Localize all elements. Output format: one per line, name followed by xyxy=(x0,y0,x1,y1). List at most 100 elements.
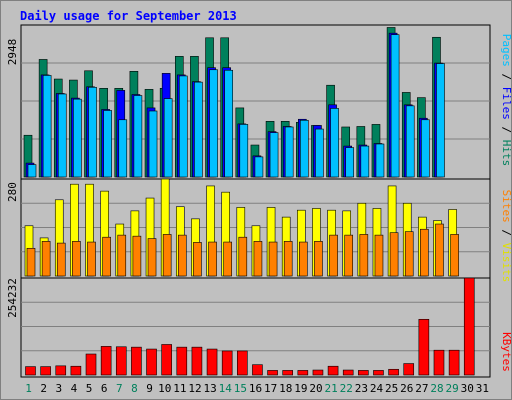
x-tick-labels: 1 2 3 4 5 6 7 8 9 10 11 12 13 14 15 16 17 18 19 20 21 22 23 24 2… xyxy=(25,382,489,395)
bar-kbytes xyxy=(373,370,384,376)
bar-sites xyxy=(389,232,399,277)
x-tick-label: 9 xyxy=(146,382,153,395)
bar-kbytes xyxy=(131,346,142,376)
bar-sites xyxy=(253,241,263,277)
bar-kbytes xyxy=(25,366,36,376)
bar-sites xyxy=(193,242,202,277)
bar-sites xyxy=(26,247,36,277)
bar-sites xyxy=(268,241,278,277)
x-tick-label: 31 xyxy=(476,382,489,395)
x-tick-label: 6 xyxy=(101,382,108,395)
bar-pages xyxy=(390,34,400,178)
bar-kbytes xyxy=(282,370,293,376)
bar-kbytes xyxy=(297,370,309,376)
bars-bottom xyxy=(25,277,475,376)
bar-kbytes xyxy=(221,350,233,376)
bar-sites xyxy=(329,234,338,277)
bar-pages xyxy=(345,147,355,178)
legend-sep-1: / xyxy=(500,67,512,87)
bar-sites xyxy=(374,234,384,277)
legend-hits: Hits xyxy=(500,140,512,167)
bar-pages xyxy=(421,119,430,178)
x-tick-label: 2 xyxy=(40,382,47,395)
bar-kbytes xyxy=(252,364,263,376)
bar-kbytes xyxy=(342,369,354,376)
x-tick-label: 21 xyxy=(325,382,338,395)
bar-kbytes xyxy=(403,363,415,376)
bar-kbytes xyxy=(115,346,127,376)
bar-kbytes xyxy=(161,344,172,376)
bar-pages xyxy=(300,119,309,178)
bar-kbytes xyxy=(176,346,188,376)
legend-top: Pages / Files / Hits xyxy=(500,34,512,167)
legend-middle: Sites / Visits xyxy=(500,190,512,283)
x-tick-label: 14 xyxy=(219,382,233,395)
bar-sites xyxy=(147,238,157,277)
bar-pages xyxy=(284,126,294,178)
bar-pages xyxy=(254,156,264,178)
bar-kbytes xyxy=(191,346,203,376)
legend-bottom: KBytes xyxy=(500,332,512,372)
bar-sites xyxy=(404,231,414,277)
bar-sites xyxy=(435,223,444,277)
bar-sites xyxy=(223,241,232,277)
bar-pages xyxy=(178,75,188,178)
x-tick-label: 17 xyxy=(264,382,277,395)
x-tick-label: 27 xyxy=(415,382,428,395)
x-tick-label: 16 xyxy=(249,382,262,395)
bar-pages xyxy=(118,119,128,178)
bar-sites xyxy=(359,234,369,277)
bar-kbytes xyxy=(433,349,445,376)
bar-sites xyxy=(283,241,293,277)
bar-sites xyxy=(450,234,459,277)
panel-bottom-frame xyxy=(20,277,491,378)
bar-pages xyxy=(42,75,52,178)
bar-pages xyxy=(315,128,324,178)
bar-sites xyxy=(72,241,81,277)
bar-pages xyxy=(436,63,445,178)
legend-pages: Pages xyxy=(500,34,512,67)
bar-sites xyxy=(299,241,308,277)
bar-pages xyxy=(405,105,415,178)
bar-pages xyxy=(148,110,158,178)
bar-pages xyxy=(73,98,82,178)
bar-pages xyxy=(27,164,37,178)
bar-kbytes xyxy=(85,353,97,376)
x-tick-label: 25 xyxy=(385,382,398,395)
bar-sites xyxy=(177,234,187,277)
x-tick-label: 22 xyxy=(340,382,353,395)
bar-kbytes xyxy=(237,350,248,376)
x-tick-label: 18 xyxy=(279,382,292,395)
bar-pages xyxy=(360,145,370,178)
bar-sites xyxy=(420,228,429,277)
bar-kbytes xyxy=(70,365,82,376)
bar-pages xyxy=(103,110,112,178)
bar-pages xyxy=(224,69,233,178)
bar-kbytes xyxy=(358,370,369,376)
bar-kbytes xyxy=(448,349,460,376)
bars-top xyxy=(23,27,445,178)
bar-pages xyxy=(269,132,279,178)
legend-visits: Visits xyxy=(500,243,512,283)
bar-sites xyxy=(56,242,66,277)
bar-pages xyxy=(375,143,385,178)
x-tick-label: 10 xyxy=(158,382,171,395)
x-tick-label: 7 xyxy=(116,382,123,395)
x-tick-label: 13 xyxy=(203,382,216,395)
bar-pages xyxy=(209,69,218,178)
x-tick-label: 8 xyxy=(131,382,138,395)
bar-kbytes xyxy=(40,366,51,376)
y-tick-label-top: 2948 xyxy=(6,39,19,66)
x-tick-label: 11 xyxy=(173,382,186,395)
bar-pages xyxy=(330,108,339,178)
bar-pages xyxy=(133,95,143,178)
bar-kbytes xyxy=(312,369,324,376)
chart-title: Daily usage for September 2013 xyxy=(20,9,237,23)
legend-files: Files xyxy=(500,87,512,120)
x-tick-label: 1 xyxy=(25,382,32,395)
bar-sites xyxy=(238,236,248,277)
bar-kbytes xyxy=(463,277,475,376)
x-tick-label: 3 xyxy=(56,382,63,395)
bar-sites xyxy=(102,236,111,277)
x-tick-label: 19 xyxy=(294,382,307,395)
